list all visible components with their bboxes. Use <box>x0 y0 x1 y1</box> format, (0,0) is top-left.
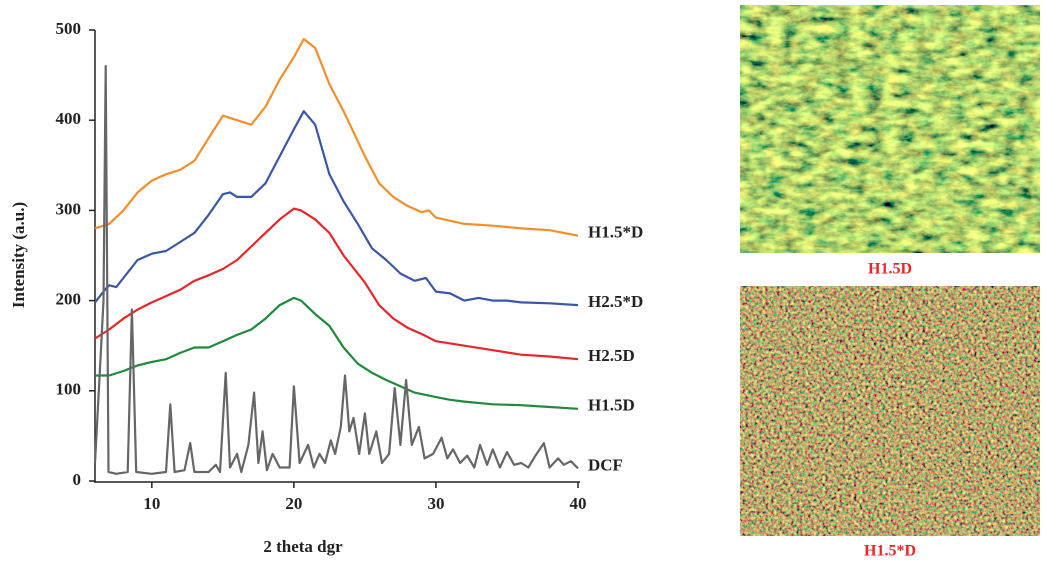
series-label: H1.5D <box>588 396 635 415</box>
y-tick-label: 0 <box>73 470 82 489</box>
y-tick-label: 300 <box>56 199 82 218</box>
y-tick-label: 100 <box>56 380 82 399</box>
y-axis-title: Intensity (a.u.) <box>9 202 28 308</box>
y-tick-label: 200 <box>56 290 82 309</box>
series-label: H1.5*D <box>588 223 643 242</box>
x-tick-label: 30 <box>427 494 444 513</box>
series-line <box>94 207 579 361</box>
series-line <box>93 65 579 475</box>
micrograph <box>740 286 1040 536</box>
series-label: DCF <box>588 455 623 474</box>
series-line <box>95 296 579 410</box>
series-line <box>94 110 579 307</box>
x-axis-title: 2 theta dgr <box>263 537 343 556</box>
series-label: H2.5*D <box>588 292 643 311</box>
series-label: H2.5D <box>588 346 635 365</box>
y-tick-label: 400 <box>56 109 82 128</box>
x-tick-label: 40 <box>570 494 587 513</box>
image-caption: H1.5D <box>868 261 912 278</box>
x-tick-label: 10 <box>143 494 160 513</box>
y-tick-label: 500 <box>56 19 82 38</box>
micrograph <box>740 5 1040 253</box>
series-line <box>94 37 579 237</box>
x-tick-label: 20 <box>285 494 302 513</box>
image-caption: H1.5*D <box>864 543 916 560</box>
